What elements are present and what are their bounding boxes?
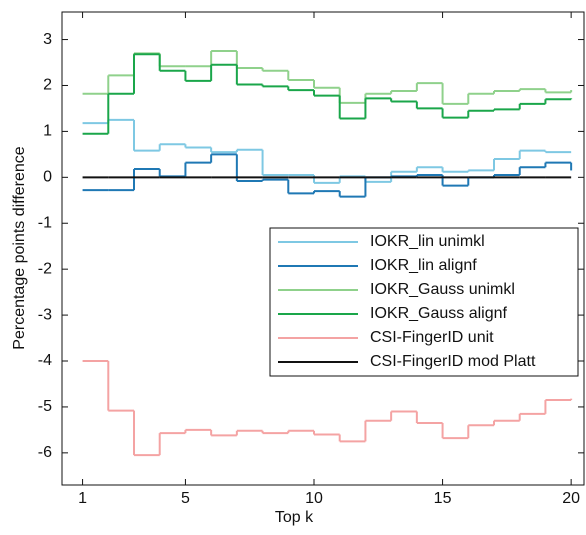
y-tick-label: -4 xyxy=(38,352,52,369)
y-axis-label: Percentage points difference xyxy=(11,146,28,350)
legend-label: CSI-FingerID mod Platt xyxy=(370,353,536,370)
legend-label: IOKR_Gauss alignf xyxy=(370,305,508,322)
legend-label: IOKR_lin alignf xyxy=(370,257,477,274)
y-tick-label: 2 xyxy=(43,77,52,94)
x-tick-label: 5 xyxy=(181,490,190,507)
x-tick-label: 10 xyxy=(305,490,323,507)
y-tick-label: -3 xyxy=(38,306,52,323)
x-tick-label: 20 xyxy=(562,490,580,507)
legend-label: CSI-FingerID unit xyxy=(370,329,494,346)
y-tick-label: 3 xyxy=(43,31,52,48)
y-tick-label: -2 xyxy=(38,260,52,277)
legend-label: IOKR_lin unimkl xyxy=(370,233,485,250)
plot-frame xyxy=(61,11,585,486)
y-tick-label: 1 xyxy=(43,123,52,140)
x-axis-label: Top k xyxy=(275,509,314,526)
x-tick-label: 1 xyxy=(78,490,87,507)
y-tick-label: 0 xyxy=(43,169,52,186)
legend-label: IOKR_Gauss unimkl xyxy=(370,281,515,298)
y-tick-label: -5 xyxy=(38,398,52,415)
legend-box xyxy=(269,227,579,377)
y-tick-label: -1 xyxy=(38,214,52,231)
y-tick-label: -6 xyxy=(38,444,52,461)
x-tick-label: 15 xyxy=(434,490,452,507)
